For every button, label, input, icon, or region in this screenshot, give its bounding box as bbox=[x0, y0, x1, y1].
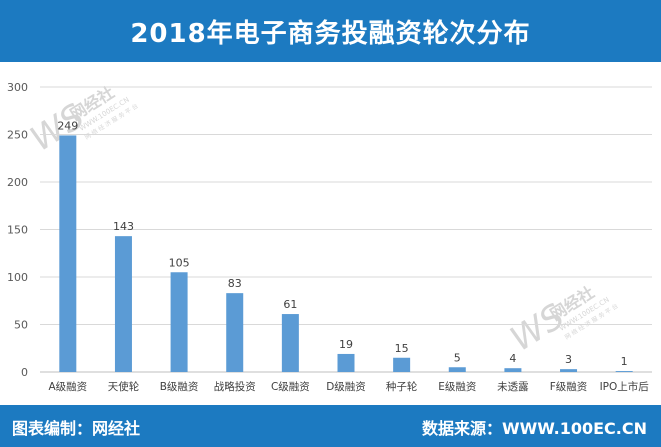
bar bbox=[448, 367, 466, 372]
plot-area: WS 网经社 WWW.100EC.CN 网 络 经 济 服 务 平 台 WS 网经社 WWW… bbox=[0, 62, 661, 405]
bars bbox=[59, 135, 633, 372]
x-tick-label: 种子轮 bbox=[386, 380, 418, 393]
data-label: 143 bbox=[113, 220, 134, 233]
footer-source-label: 数据来源： bbox=[421, 419, 502, 438]
bar bbox=[504, 368, 522, 372]
bar bbox=[59, 135, 77, 372]
footer-source-value: WWW.100EC.CN bbox=[502, 419, 647, 438]
x-tick-label: IPO上市后 bbox=[600, 380, 649, 393]
data-label: 1 bbox=[621, 355, 628, 368]
bar bbox=[615, 371, 633, 372]
footer-credit-value: 网经社 bbox=[92, 419, 141, 438]
data-label: 19 bbox=[339, 338, 353, 351]
data-label: 4 bbox=[509, 352, 516, 365]
x-tick-label: F级融资 bbox=[550, 381, 588, 393]
bar bbox=[170, 272, 188, 372]
bar bbox=[560, 369, 578, 372]
footer: 图表编制：网经社 数据来源：WWW.100EC.CN bbox=[0, 405, 661, 447]
y-tick-label: 50 bbox=[14, 319, 28, 332]
chart-title: 2018年电子商务投融资轮次分布 bbox=[130, 18, 531, 49]
x-tick-label: 未透露 bbox=[497, 381, 529, 393]
data-labels: 249 143 105 83 61 19 15 5 4 3 1 bbox=[57, 119, 627, 368]
x-tick-label: 天使轮 bbox=[108, 380, 140, 393]
footer-credit: 图表编制：网经社 bbox=[12, 415, 140, 439]
chart-header: 2018年电子商务投融资轮次分布 bbox=[0, 0, 661, 62]
data-label: 61 bbox=[283, 298, 297, 311]
data-label: 105 bbox=[169, 256, 190, 269]
data-label: 249 bbox=[57, 119, 78, 132]
y-axis: 0 50 100 150 200 250 300 bbox=[7, 81, 28, 379]
y-tick-label: 250 bbox=[7, 129, 28, 142]
x-tick-label: E级融资 bbox=[438, 381, 476, 393]
x-tick-label: D级融资 bbox=[326, 381, 366, 393]
x-tick-label: C级融资 bbox=[271, 381, 310, 393]
x-tick-label: B级融资 bbox=[160, 381, 199, 393]
bar bbox=[281, 314, 299, 372]
bar bbox=[114, 236, 132, 372]
x-tick-label: 战略投资 bbox=[214, 380, 256, 393]
y-tick-label: 100 bbox=[7, 271, 28, 284]
data-label: 3 bbox=[565, 353, 572, 366]
data-label: 83 bbox=[228, 277, 242, 290]
x-axis: A级融资 天使轮 B级融资 战略投资 C级融资 D级融资 种子轮 E级融资 未透露 F级融资 IPO… bbox=[48, 380, 648, 393]
bar bbox=[337, 353, 355, 372]
x-tick-label: A级融资 bbox=[48, 381, 87, 393]
y-tick-label: 150 bbox=[7, 224, 28, 237]
data-label: 5 bbox=[454, 351, 461, 364]
footer-source: 数据来源：WWW.100EC.CN bbox=[422, 415, 647, 439]
bar bbox=[226, 293, 244, 372]
footer-credit-label: 图表编制： bbox=[12, 419, 93, 438]
y-tick-label: 300 bbox=[7, 81, 28, 94]
y-tick-label: 200 bbox=[7, 176, 28, 189]
bar bbox=[393, 357, 411, 372]
data-label: 15 bbox=[395, 342, 409, 355]
y-tick-label: 0 bbox=[21, 366, 28, 379]
